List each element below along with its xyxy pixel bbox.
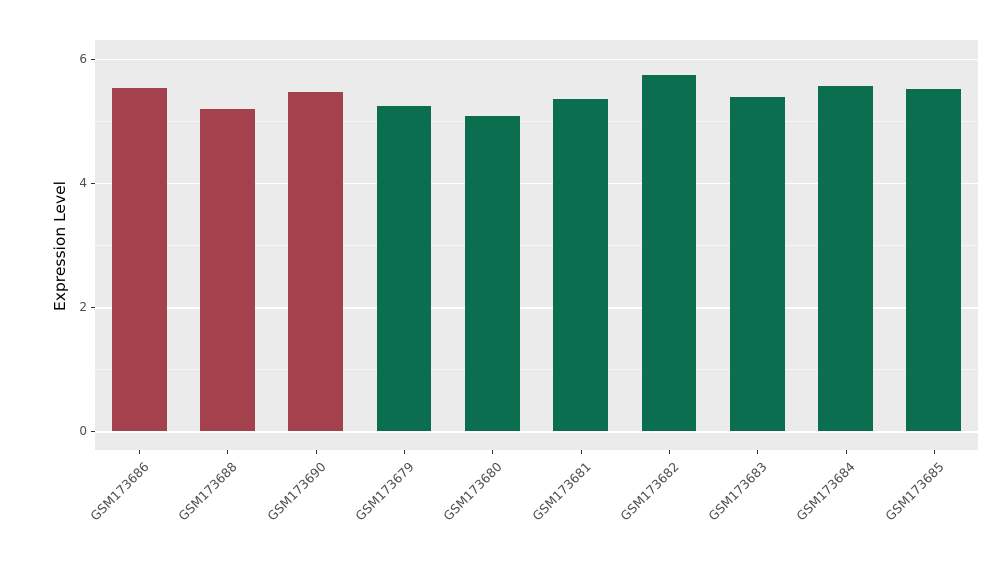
bar xyxy=(818,85,873,432)
x-tick-mark xyxy=(933,450,935,454)
x-tick-mark xyxy=(757,450,759,454)
major-gridline xyxy=(95,58,978,61)
x-tick-label: GSM173679 xyxy=(352,459,417,524)
x-tick-label: GSM173683 xyxy=(705,459,770,524)
y-tick-mark xyxy=(91,431,95,433)
x-tick-mark xyxy=(227,450,229,454)
bar xyxy=(464,115,520,432)
y-tick-label: 6 xyxy=(79,51,87,66)
y-tick-mark xyxy=(91,58,95,60)
x-tick-label: GSM173680 xyxy=(440,459,505,524)
minor-gridline xyxy=(95,245,978,246)
x-tick-mark xyxy=(668,450,670,454)
y-tick-mark xyxy=(91,307,95,309)
x-tick-mark xyxy=(845,450,847,454)
bar xyxy=(200,108,255,432)
bar xyxy=(553,99,608,432)
bar xyxy=(729,97,785,432)
bar xyxy=(376,105,432,432)
bar xyxy=(288,92,344,432)
y-tick-label: 0 xyxy=(79,424,87,439)
bar xyxy=(111,88,167,432)
y-tick-label: 4 xyxy=(79,175,87,190)
x-tick-mark xyxy=(139,450,141,454)
major-gridline xyxy=(95,307,978,309)
x-tick-label: GSM173682 xyxy=(617,459,682,524)
y-tick-label: 2 xyxy=(79,300,87,315)
bar xyxy=(641,75,697,432)
x-tick-mark xyxy=(492,450,494,454)
y-tick-mark xyxy=(91,182,95,184)
x-tick-label: GSM173690 xyxy=(263,459,329,524)
chart-panel xyxy=(95,40,978,450)
x-tick-label: GSM173685 xyxy=(882,459,947,524)
minor-gridline xyxy=(95,120,978,122)
minor-gridline xyxy=(95,369,978,371)
major-gridline xyxy=(95,431,978,433)
bar xyxy=(906,89,962,432)
x-tick-label: GSM173686 xyxy=(87,459,152,524)
x-tick-label: GSM173681 xyxy=(528,459,594,524)
x-tick-mark xyxy=(404,450,406,454)
major-gridline xyxy=(95,182,978,185)
x-tick-label: GSM173684 xyxy=(793,459,859,524)
x-tick-mark xyxy=(315,450,317,454)
x-tick-label: GSM173688 xyxy=(175,459,241,524)
x-tick-mark xyxy=(580,450,582,454)
